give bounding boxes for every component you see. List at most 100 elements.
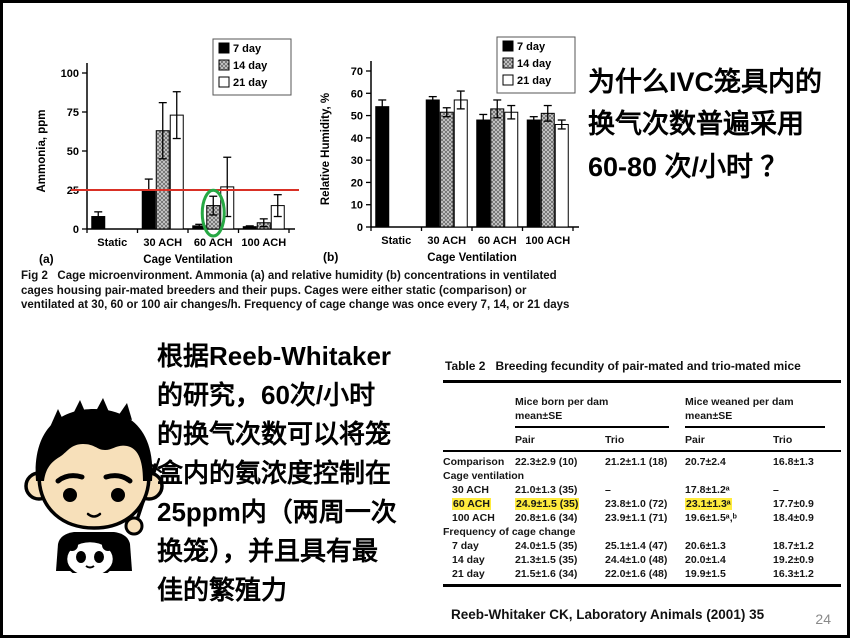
svg-text:30 ACH: 30 ACH bbox=[427, 235, 466, 247]
table-row: 100 ACH 20.8±1.6 (34) 23.9±1.1 (71) 19.6±1.… bbox=[443, 511, 841, 525]
axis-labels: Static 30 ACH 60 ACH 100 ACH Cage Ventilatio… bbox=[320, 93, 570, 264]
svg-text:7 day: 7 day bbox=[233, 43, 262, 55]
table-cell: 24.4±1.0 (48) bbox=[605, 554, 668, 567]
svg-text:100 ACH: 100 ACH bbox=[525, 235, 570, 247]
table-cell: 19.9±1.5 bbox=[685, 568, 726, 581]
table-cell: 20.6±1.3 bbox=[685, 540, 726, 553]
table-row: 7 day 24.0±1.5 (35) 25.1±1.4 (47) 20.6±1.3 1… bbox=[443, 539, 841, 553]
table-cell: 23.1±1.3ᵃ bbox=[685, 498, 732, 511]
table-cell: 23.9±1.1 (71) bbox=[605, 512, 668, 525]
table-cell: 20.0±1.4 bbox=[685, 554, 726, 567]
summary-text: 根据Reeb-Whitaker 的研究，60次/小时 的换气次数可以将笼 盒内的… bbox=[157, 341, 397, 605]
svg-text:21 day: 21 day bbox=[517, 75, 552, 87]
svg-text:Relative Humidity, %: Relative Humidity, % bbox=[320, 93, 332, 205]
table-cell: – bbox=[773, 484, 779, 497]
fecundity-table: Mice born per dam mean±SE Mice weaned per… bbox=[443, 380, 845, 588]
boy-avatar-illustration bbox=[23, 389, 167, 579]
table-row: 30 ACH 21.0±1.3 (35) – 17.8±1.2ᵃ – bbox=[443, 483, 841, 497]
table-cell: 18.4±0.9 bbox=[773, 512, 814, 525]
table-row: Comparison 22.3±2.9 (10) 21.2±1.1 (18) 20.7… bbox=[443, 451, 841, 469]
row-label: 100 ACH bbox=[452, 512, 495, 525]
table-cell: 19.2±0.9 bbox=[773, 554, 814, 567]
table-cell: 19.6±1.5ᵃ,ᵇ bbox=[685, 512, 737, 525]
figure-caption: Fig 2 Cage microenvironment. Ammonia (a)… bbox=[21, 270, 570, 312]
axis-labels: Static 30 ACH 60 ACH 100 ACH Cage Ventilatio… bbox=[36, 109, 286, 266]
table-cell: 20.7±2.4 bbox=[685, 456, 726, 469]
svg-text:0: 0 bbox=[357, 222, 363, 234]
citation-text: Reeb-Whitaker CK, Laboratory Animals (20… bbox=[451, 607, 765, 622]
svg-text:21 day: 21 day bbox=[233, 77, 268, 89]
svg-text:14 day: 14 day bbox=[517, 58, 552, 70]
svg-text:7 day: 7 day bbox=[517, 41, 546, 53]
table-group-header-row: Mice born per dam mean±SE Mice weaned per… bbox=[443, 382, 841, 430]
panda-shirt-graphic bbox=[64, 539, 116, 579]
svg-text:50: 50 bbox=[351, 111, 363, 123]
table-cell: 25.1±1.4 (47) bbox=[605, 540, 668, 553]
table-row: Frequency of cage change bbox=[443, 525, 841, 539]
bar bbox=[425, 99, 440, 228]
column-header: Trio bbox=[773, 429, 842, 453]
table-cell: 16.3±1.2 bbox=[773, 568, 814, 581]
row-label: 14 day bbox=[452, 554, 485, 567]
svg-text:60 ACH: 60 ACH bbox=[194, 237, 233, 249]
svg-text:(b): (b) bbox=[323, 250, 338, 264]
svg-text:60: 60 bbox=[351, 88, 363, 100]
row-label: 30 ACH bbox=[452, 484, 489, 497]
table-cell: 24.9±1.5 (35) bbox=[515, 498, 580, 511]
svg-text:70: 70 bbox=[351, 66, 363, 78]
table-cell: 21.3±1.5 (35) bbox=[515, 554, 578, 567]
svg-text:30 ACH: 30 ACH bbox=[143, 237, 182, 249]
table-cell: 16.8±1.3 bbox=[773, 456, 814, 469]
svg-text:50: 50 bbox=[67, 146, 79, 158]
svg-text:0: 0 bbox=[73, 224, 79, 236]
highlight-ellipse bbox=[200, 188, 226, 238]
svg-text:100: 100 bbox=[61, 68, 79, 80]
bar bbox=[540, 112, 555, 228]
section-label: Cage ventilation bbox=[443, 470, 525, 483]
table-cell: 22.0±1.6 (48) bbox=[605, 568, 668, 581]
svg-text:10: 10 bbox=[351, 200, 363, 212]
column-header: Pair bbox=[515, 429, 605, 453]
table-cell: 21.5±1.6 (34) bbox=[515, 568, 578, 581]
bar bbox=[439, 111, 454, 228]
row-label: 21 day bbox=[452, 568, 485, 581]
table-cell: 22.3±2.9 (10) bbox=[515, 456, 578, 469]
bar bbox=[526, 119, 541, 228]
svg-text:Static: Static bbox=[97, 237, 127, 249]
table-row: Cage ventilation bbox=[443, 469, 841, 483]
bar bbox=[476, 119, 491, 228]
breeding-fecundity-table: Mice born per dam mean±SE Mice weaned per… bbox=[443, 380, 842, 588]
table-cell: 17.7±0.9 bbox=[773, 498, 814, 511]
svg-text:Cage Ventilation: Cage Ventilation bbox=[427, 252, 516, 264]
row-label: 60 ACH bbox=[452, 498, 491, 511]
table-subheader-row: Pair Trio Pair Trio bbox=[443, 429, 842, 453]
table-cell: 23.8±1.0 (72) bbox=[605, 498, 668, 511]
svg-text:Cage Ventilation: Cage Ventilation bbox=[143, 254, 232, 266]
table-cell: 21.0±1.3 (35) bbox=[515, 484, 578, 497]
section-label: Frequency of cage change bbox=[443, 526, 576, 539]
table-cell: 17.8±1.2ᵃ bbox=[685, 484, 730, 497]
table-cell: 24.0±1.5 (35) bbox=[515, 540, 578, 553]
column-group-header: Mice weaned per dam mean±SE bbox=[685, 396, 826, 429]
ticks: 0 10 20 30 40 50 60 70 bbox=[351, 66, 574, 234]
table-row: 21 day 21.5±1.6 (34) 22.0±1.6 (48) 19.9±1.5… bbox=[443, 567, 841, 586]
table-cell: 20.8±1.6 (34) bbox=[515, 512, 578, 525]
svg-text:100 ACH: 100 ACH bbox=[241, 237, 286, 249]
table-cell: 21.2±1.1 (18) bbox=[605, 456, 668, 469]
table-row: 60 ACH 24.9±1.5 (35) 23.8±1.0 (72) 23.1±1.3… bbox=[443, 497, 841, 511]
row-label: Comparison bbox=[443, 456, 505, 469]
svg-text:60 ACH: 60 ACH bbox=[478, 235, 517, 247]
bar bbox=[453, 99, 468, 228]
column-group-header: Mice born per dam mean±SE bbox=[515, 396, 670, 429]
row-label: 7 day bbox=[452, 540, 479, 553]
error-bars bbox=[94, 91, 282, 229]
table-cell: – bbox=[605, 484, 611, 497]
humidity-bar-chart: 0 10 20 30 40 50 60 70 Static 30 ACH 60 ACH 100 ACH… bbox=[320, 36, 579, 264]
svg-text:Ammonia, ppm: Ammonia, ppm bbox=[36, 109, 48, 192]
svg-text:30: 30 bbox=[351, 155, 363, 167]
table-title: Table 2 Breeding fecundity of pair-mated… bbox=[445, 359, 801, 373]
table-cell: 18.7±1.2 bbox=[773, 540, 814, 553]
fecundity-table-figure: Table 2 Breeding fecundity of pair-mated… bbox=[443, 359, 845, 588]
